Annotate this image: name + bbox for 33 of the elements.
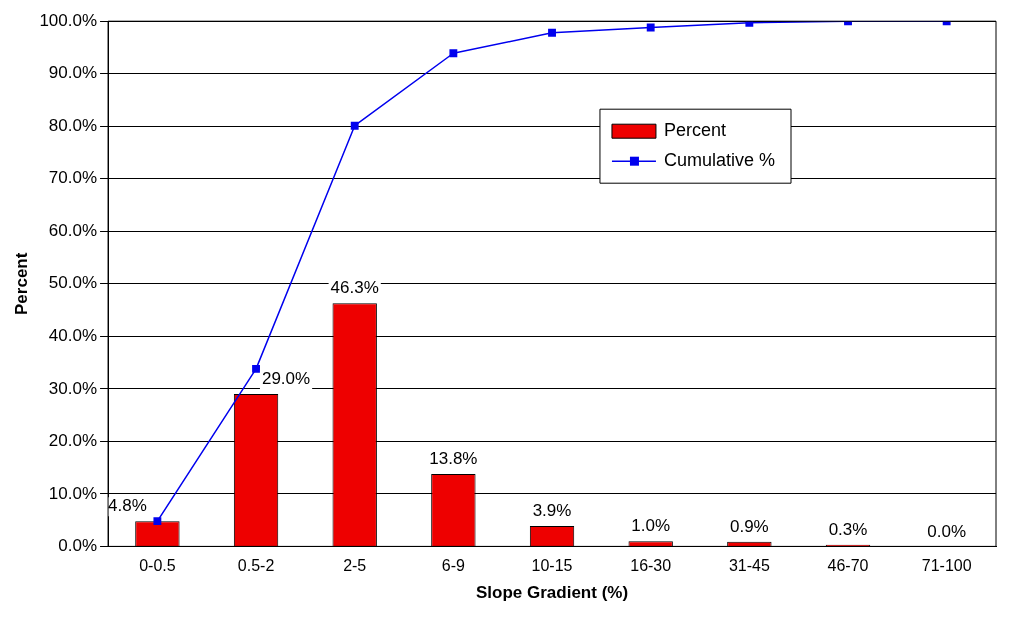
x-tick-label: 0-0.5 bbox=[139, 557, 176, 575]
y-tick-label: 90.0% bbox=[48, 63, 98, 83]
y-tick-label: 100.0% bbox=[39, 10, 98, 30]
x-tick-label: 31-45 bbox=[728, 557, 770, 575]
data-label: 3.9% bbox=[532, 501, 572, 521]
y-tick-label: 60.0% bbox=[48, 220, 98, 240]
x-tick-label: 16-30 bbox=[630, 557, 672, 575]
y-tick-label: 30.0% bbox=[48, 378, 98, 398]
data-label: 29.0% bbox=[261, 369, 311, 389]
y-tick-label: 50.0% bbox=[48, 273, 98, 293]
x-tick-label: 2-5 bbox=[343, 557, 367, 575]
y-tick-label: 0.0% bbox=[58, 536, 98, 556]
y-tick-label: 70.0% bbox=[48, 168, 98, 188]
data-label: 4.8% bbox=[108, 496, 147, 516]
y-tick-label: 40.0% bbox=[48, 326, 98, 346]
x-tick-label: 71-100 bbox=[921, 557, 972, 575]
legend-label: Cumulative % bbox=[663, 150, 776, 171]
data-label: 46.3% bbox=[330, 278, 379, 298]
data-label: 13.8% bbox=[429, 449, 478, 469]
data-label: 0.0% bbox=[927, 521, 967, 541]
y-tick-label: 20.0% bbox=[48, 431, 98, 451]
x-tick-label: 10-15 bbox=[531, 557, 573, 575]
legend-label: Percent bbox=[663, 120, 727, 141]
y-tick-label: 80.0% bbox=[48, 115, 98, 135]
y-tick-label: 10.0% bbox=[48, 483, 98, 503]
x-tick-label: 6-9 bbox=[441, 557, 466, 575]
x-tick-label: 46-70 bbox=[827, 557, 869, 575]
y-axis-title: Percent bbox=[11, 252, 31, 315]
data-label: 0.3% bbox=[828, 520, 868, 540]
x-axis-title: Slope Gradient (%) bbox=[475, 583, 629, 603]
data-label: 0.9% bbox=[729, 516, 769, 536]
data-label: 1.0% bbox=[631, 516, 671, 536]
x-tick-label: 0.5-2 bbox=[237, 557, 275, 575]
